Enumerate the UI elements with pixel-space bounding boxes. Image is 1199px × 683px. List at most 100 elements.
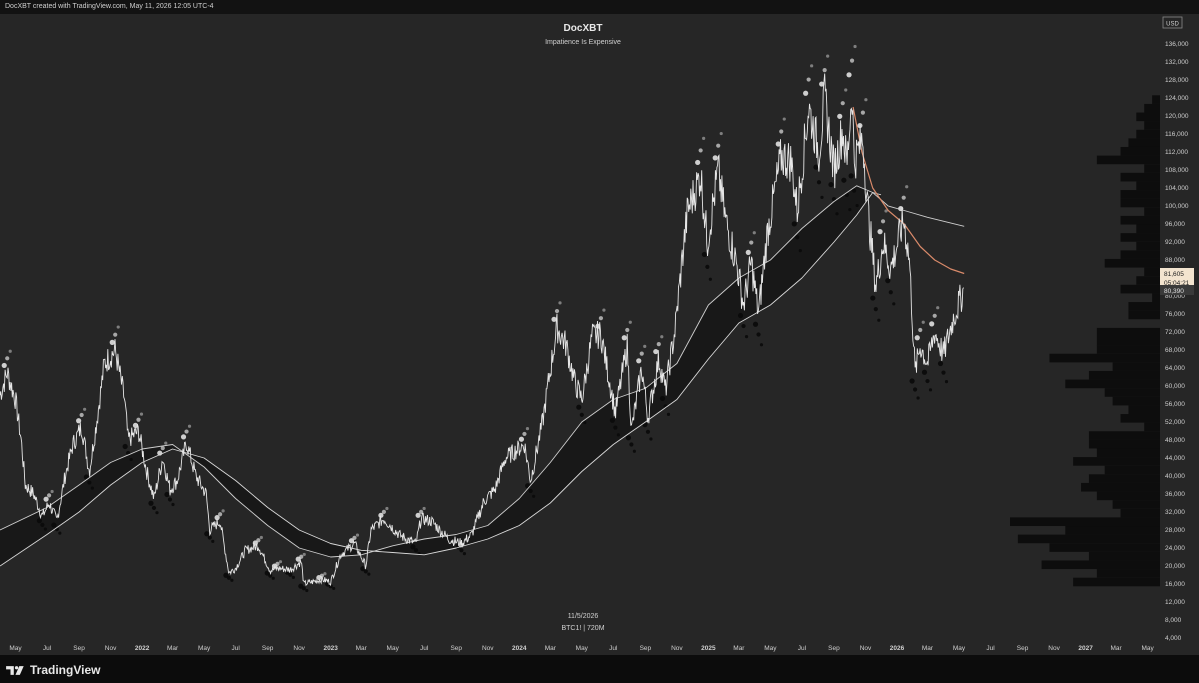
trough-bubble (51, 522, 57, 528)
peak-bubble (712, 155, 718, 161)
volume-profile-bar (1120, 198, 1160, 208)
peak-bubble (278, 560, 283, 564)
trough-bubble (226, 575, 231, 580)
peak-bubble (160, 446, 165, 451)
watermark-date: 11/5/2026 (568, 613, 599, 620)
peak-bubble (844, 88, 848, 92)
y-tick-label: 12,000 (1165, 599, 1185, 606)
volume-profile-bar (1136, 241, 1160, 251)
x-tick-label: Jul (43, 645, 52, 652)
x-tick-label: Sep (640, 645, 652, 652)
trough-bubble (204, 531, 210, 537)
peak-bubble (218, 512, 223, 517)
peak-bubble (901, 195, 906, 200)
volume-profile-bar (1096, 345, 1160, 354)
tradingview-brand[interactable]: TradingView (6, 663, 100, 677)
peak-bubble (275, 561, 280, 566)
trough-bubble (616, 433, 620, 437)
trough-bubble (459, 548, 464, 553)
trough-bubble (90, 486, 94, 490)
peak-bubble (602, 308, 606, 312)
chart[interactable]: DocXBT Impatience Is Expensive 11/5/2026… (0, 14, 1199, 655)
volume-profile-bar (1112, 500, 1160, 509)
peak-bubble (83, 407, 87, 411)
trough-bubble (632, 449, 637, 453)
peak-bubble (385, 506, 389, 511)
trough-bubble (230, 578, 234, 582)
peak-bubble (695, 159, 701, 166)
y-tick-label: 88,000 (1165, 257, 1185, 264)
x-tick-label: May (198, 645, 211, 652)
trough-bubble (925, 378, 930, 384)
volume-profile-bar (1120, 508, 1160, 518)
volume-profile-bar (1088, 431, 1160, 440)
watermark-symbol: BTC1! | 720M (561, 625, 604, 632)
trough-bubble (813, 164, 819, 170)
volume-profile-bar (1120, 233, 1160, 242)
peak-bubble (302, 552, 306, 557)
ema-cloud-fill (0, 186, 881, 566)
trough-bubble (831, 197, 837, 202)
trough-bubble (744, 334, 749, 339)
trough-bubble (752, 321, 759, 327)
trough-bubble (848, 173, 854, 179)
volume-profile-bar (1136, 112, 1160, 122)
peak-bubble (905, 185, 909, 189)
y-tick-label: 4,000 (1165, 635, 1182, 642)
trough-bubble (629, 442, 634, 447)
x-tick-label: 2025 (701, 645, 716, 652)
trough-bubble (363, 569, 368, 574)
volume-profile-bar (1104, 465, 1160, 475)
peak-bubble (698, 148, 703, 153)
x-tick-label: May (9, 645, 22, 652)
trough-bubble (360, 566, 366, 572)
y-tick-label: 16,000 (1165, 581, 1185, 588)
peak-bubble (164, 441, 168, 445)
peak-bubble (837, 113, 843, 119)
x-tick-label: 2023 (323, 645, 338, 652)
volume-profile-bar (1104, 258, 1160, 268)
x-tick-label: Mar (167, 645, 179, 652)
footer: TradingView (0, 655, 1199, 683)
trough-bubble (885, 278, 891, 284)
trough-bubble (870, 295, 876, 301)
y-tick-label: 100,000 (1165, 203, 1189, 210)
trough-bubble (892, 302, 896, 306)
volume-profile-bar (1120, 284, 1160, 294)
trough-bubble (937, 360, 944, 367)
y-tick-label: 72,000 (1165, 329, 1185, 336)
peak-bubble (221, 509, 225, 513)
trough-bubble (659, 395, 666, 402)
x-tick-label: Jul (420, 645, 429, 652)
x-tick-label: Nov (482, 645, 494, 652)
x-tick-label: Mar (1110, 645, 1122, 652)
trough-bubble (909, 378, 915, 384)
x-axis-background (0, 641, 1199, 655)
volume-profile-bar (1088, 474, 1160, 483)
peak-bubble (323, 572, 327, 576)
trough-bubble (613, 425, 618, 430)
peak-bubble (702, 136, 706, 140)
trough-bubble (305, 588, 309, 593)
peak-bubble (806, 77, 811, 82)
peak-bubble (76, 418, 82, 424)
volume-profile-bar (1136, 181, 1160, 191)
x-tick-label: Nov (1048, 645, 1060, 652)
peak-bubble (522, 431, 527, 437)
trough-bubble (666, 412, 671, 416)
tradingview-logo-icon (6, 665, 24, 675)
trough-bubble (410, 544, 416, 550)
y-tick-label: 68,000 (1165, 347, 1185, 354)
ema-cloud (0, 186, 881, 566)
y-tick-label: 52,000 (1165, 419, 1185, 426)
volume-profile-bar (1088, 370, 1160, 380)
trough-bubble (645, 429, 651, 434)
trough-bubble (944, 380, 949, 384)
peak-bubble (803, 90, 809, 96)
volume-profile-bar (1152, 293, 1160, 303)
x-tick-label: Mar (733, 645, 745, 652)
volume-profile-bar (1144, 103, 1160, 113)
last-price-box (1160, 268, 1194, 288)
trough-bubble (155, 511, 159, 515)
series-lines (0, 73, 965, 587)
